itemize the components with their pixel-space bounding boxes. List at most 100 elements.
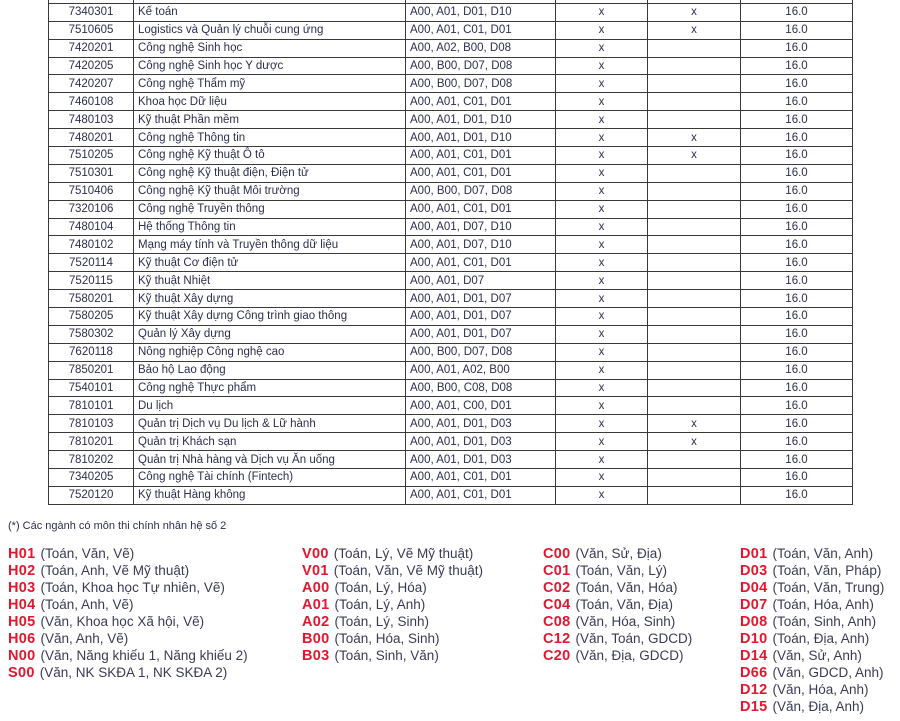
combination-code: B00 — [302, 631, 330, 647]
combination-subjects: (Toán, Văn, Pháp) — [772, 563, 882, 578]
combination-subjects: (Toán, Lý, Hóa) — [334, 580, 427, 595]
footnote: (*) Các ngành có môn thi chính nhân hệ s… — [8, 520, 227, 532]
combination-code: A00 — [302, 580, 330, 596]
mark-col-1-cell: x — [555, 271, 648, 291]
score-cell: 16.0 — [740, 217, 853, 237]
major-code-cell: 7510301 — [48, 163, 134, 183]
combination-code: C12 — [543, 631, 571, 647]
combination-code: C00 — [543, 546, 571, 562]
score-cell: 16.0 — [740, 74, 853, 94]
score-cell: 16.0 — [740, 468, 853, 487]
major-name-cell: Hệ thống Thông tin — [133, 217, 406, 237]
combination-subjects: (Toán, Văn, Địa) — [575, 597, 674, 612]
score-cell: 16.0 — [740, 396, 853, 416]
legend-item: A00 (Toán, Lý, Hóa) — [302, 579, 483, 596]
legend-item: C02 (Toán, Văn, Hóa) — [543, 579, 692, 596]
combination-code: C08 — [543, 614, 571, 630]
subject-combinations-cell: A00, A01, D01, D10 — [405, 128, 556, 148]
subject-combinations-cell: A00, A01, C01, D01 — [405, 20, 556, 40]
combination-subjects: (Văn, NK SKĐA 1, NK SKĐA 2) — [39, 665, 228, 680]
combination-subjects: (Văn, Địa, Anh) — [772, 699, 865, 714]
mark-col-1-cell: x — [555, 450, 648, 470]
legend-item: H05 (Văn, Khoa học Xã hội, Vẽ) — [8, 613, 248, 630]
subject-combinations-cell: A00, A01, C01, D01 — [405, 199, 556, 219]
legend-item: C12 (Văn, Toán, GDCD) — [543, 630, 692, 647]
legend-item: A01 (Toán, Lý, Anh) — [302, 596, 483, 613]
legend-item: C00 (Văn, Sử, Địa) — [543, 545, 692, 562]
legend-item: D08 (Toán, Sinh, Anh) — [740, 613, 884, 630]
combination-subjects: (Toán, Lý, Sinh) — [334, 614, 430, 629]
legend-item: D10 (Toán, Địa, Anh) — [740, 630, 884, 647]
mark-col-1-cell: x — [555, 396, 648, 416]
combination-code: H05 — [8, 614, 36, 630]
major-code-cell: 7580201 — [48, 289, 134, 309]
score-cell: 16.0 — [740, 163, 853, 183]
score-cell: 16.0 — [740, 20, 853, 40]
score-cell: 16.0 — [740, 2, 853, 22]
major-code-cell: 7480102 — [48, 235, 134, 255]
combination-subjects: (Toán, Văn, Vẽ Mỹ thuật) — [333, 563, 484, 578]
legend-item: N00 (Văn, Năng khiếu 1, Năng khiếu 2) — [8, 647, 248, 664]
major-name-cell: Kế toán — [133, 2, 406, 22]
mark-col-2-cell — [647, 378, 741, 398]
legend-item: C01 (Toán, Văn, Lý) — [543, 562, 692, 579]
legend-item: D01 (Toán, Văn, Anh) — [740, 545, 884, 562]
major-code-cell: 7580302 — [48, 324, 134, 344]
major-code-cell: 7510205 — [48, 146, 134, 165]
subject-combinations-cell: A00, A01, C01, D01 — [405, 92, 556, 112]
major-name-cell: Du lịch — [133, 396, 406, 416]
mark-col-1-cell: x — [555, 110, 648, 130]
subject-combinations-cell: A00, B00, D07, D08 — [405, 181, 556, 201]
major-code-cell: 7460108 — [48, 92, 134, 112]
legend-item: V01 (Toán, Văn, Vẽ Mỹ thuật) — [302, 562, 483, 579]
subject-combinations-cell: A00, B00, D07, D08 — [405, 74, 556, 94]
mark-col-2-cell — [647, 235, 741, 255]
mark-col-1-cell: x — [555, 414, 648, 434]
combination-subjects: (Văn, Hóa, Sinh) — [575, 614, 676, 629]
combination-code: D15 — [740, 699, 768, 715]
major-code-cell: 7520115 — [48, 271, 134, 291]
combination-code: D03 — [740, 563, 768, 579]
subject-combinations-cell: A00, A01, D07 — [405, 271, 556, 291]
score-cell: 16.0 — [740, 342, 853, 362]
legend-item: D03 (Toán, Văn, Pháp) — [740, 562, 884, 579]
subject-combinations-cell: A00, A01, D01, D07 — [405, 307, 556, 326]
combination-code: C01 — [543, 563, 571, 579]
mark-col-2-cell — [647, 181, 741, 201]
score-cell: 16.0 — [740, 110, 853, 130]
mark-col-2-cell: x — [647, 414, 741, 434]
legend-item: V00 (Toán, Lý, Vẽ Mỹ thuật) — [302, 545, 483, 562]
combination-subjects: (Văn, Sử, Địa) — [575, 546, 662, 561]
major-name-cell: Công nghệ Thực phẩm — [133, 378, 406, 398]
table-row: 7620118 Nông nghiệp Công nghệ cao A00, B00… — [48, 342, 853, 362]
combination-code: C20 — [543, 648, 571, 664]
combination-code: S00 — [8, 665, 35, 681]
mark-col-2-cell: x — [647, 146, 741, 165]
major-name-cell: Quản lý Xây dựng — [133, 324, 406, 344]
major-name-cell: Logistics và Quản lý chuỗi cung ứng — [133, 20, 406, 40]
major-name-cell: Quản trị Khách sạn — [133, 432, 406, 452]
subject-combinations-cell: A00, A01, A02, B00 — [405, 360, 556, 380]
legend-item: B03 (Toán, Sinh, Văn) — [302, 647, 483, 664]
table-row: 7480201 Công nghệ Thông tin A00, A01, D01,… — [48, 128, 853, 148]
mark-col-1-cell: x — [555, 468, 648, 487]
combination-code: D66 — [740, 665, 768, 681]
combination-code: D12 — [740, 682, 768, 698]
score-cell: 16.0 — [740, 414, 853, 434]
mark-col-2-cell — [647, 253, 741, 273]
table-row: 7540101 Công nghệ Thực phẩm A00, B00, C08,… — [48, 378, 853, 398]
combination-subjects: (Văn, Năng khiếu 1, Năng khiếu 2) — [40, 648, 248, 663]
mark-col-2-cell — [647, 468, 741, 487]
major-code-cell: 7580205 — [48, 307, 134, 326]
score-cell: 16.0 — [740, 38, 853, 58]
score-cell: 16.0 — [740, 181, 853, 201]
combination-code: B03 — [302, 648, 330, 664]
score-cell: 16.0 — [740, 450, 853, 470]
legend-item: A02 (Toán, Lý, Sinh) — [302, 613, 483, 630]
score-cell: 16.0 — [740, 199, 853, 219]
combination-subjects: (Văn, GDCD, Anh) — [772, 665, 884, 680]
legend-column-1: H01 (Toán, Văn, Vẽ) H02 (Toán, Anh, Vẽ Mỹ t… — [8, 545, 248, 681]
major-code-cell: 7520120 — [48, 485, 134, 505]
legend-item: D12 (Văn, Hóa, Anh) — [740, 681, 884, 698]
combination-code: H02 — [8, 563, 36, 579]
